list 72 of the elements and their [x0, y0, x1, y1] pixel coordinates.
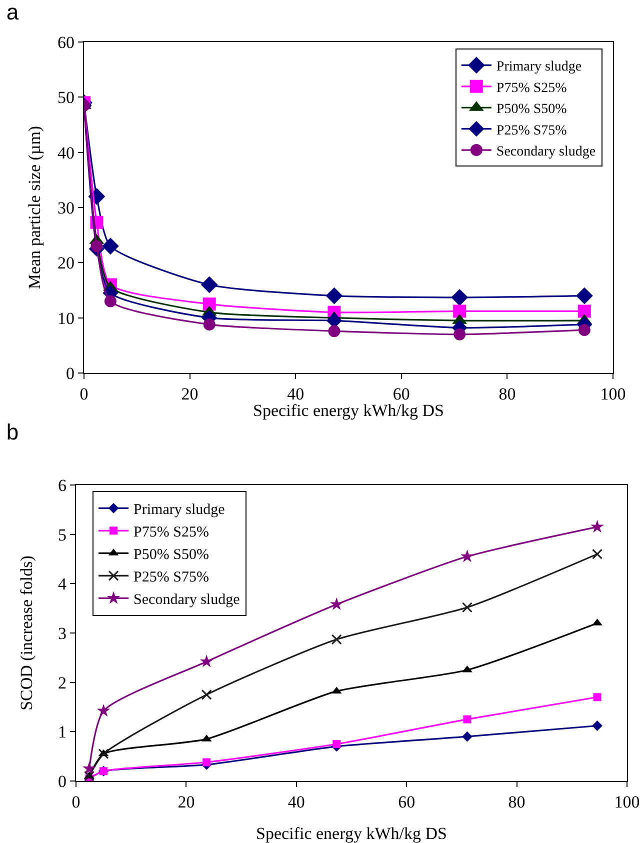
- legend-label: Primary sludge: [496, 60, 582, 75]
- point: [592, 548, 602, 560]
- x-tick-label: 60: [392, 384, 410, 404]
- point: [82, 762, 96, 774]
- legend-label: P50% S50%: [134, 547, 209, 564]
- point: [200, 654, 214, 668]
- x-axis-title: Specific energy kWh/kg DS: [253, 401, 444, 420]
- point: [102, 238, 119, 255]
- point: [576, 287, 593, 304]
- y-tick-label: 6: [58, 476, 66, 495]
- y-tick-label: 3: [58, 624, 66, 643]
- y-axis-title: SCOD (increase folds): [16, 556, 36, 710]
- x-tick-label: 100: [600, 384, 626, 404]
- point: [331, 634, 342, 645]
- legend-label: Secondary sludge: [134, 592, 240, 608]
- y-tick-label: 50: [58, 88, 74, 108]
- point: [96, 704, 110, 717]
- point: [592, 720, 602, 731]
- chart-title: b: [6, 420, 19, 445]
- y-tick-label: 40: [58, 143, 74, 162]
- y-tick-label: 0: [66, 364, 74, 383]
- legend-label: Primary sludge: [134, 502, 226, 518]
- x-tick-label: 20: [181, 384, 198, 404]
- x-tick-label: 40: [287, 384, 304, 404]
- x-tick-label: 80: [498, 384, 516, 404]
- point: [203, 318, 216, 330]
- y-tick-label: 5: [58, 525, 66, 544]
- y-tick-label: 30: [58, 198, 74, 218]
- y-tick-label: 20: [58, 254, 74, 273]
- legend-label: P75% S25%: [496, 80, 568, 96]
- point: [326, 287, 343, 304]
- y-axis-title: Mean particle size (µm): [24, 126, 44, 290]
- point: [463, 715, 472, 724]
- point: [202, 758, 211, 766]
- y-tick-label: 4: [58, 574, 67, 594]
- x-axis-title: Specific energy kWh/kg DS: [256, 824, 447, 843]
- legend-label: P50% S50%: [496, 102, 568, 118]
- x-tick-label: 80: [508, 792, 526, 812]
- point: [330, 597, 344, 610]
- point: [104, 295, 116, 308]
- point: [332, 740, 341, 748]
- x-tick-label: 40: [288, 792, 305, 812]
- point: [578, 324, 590, 336]
- point: [462, 731, 472, 742]
- point: [200, 276, 218, 294]
- point: [454, 328, 466, 340]
- point: [593, 693, 602, 702]
- point: [460, 550, 474, 562]
- y-tick-label: 1: [58, 722, 66, 742]
- y-tick-label: 0: [58, 772, 66, 791]
- point: [202, 298, 216, 311]
- x-tick-label: 20: [178, 792, 195, 812]
- legend-label: Secondary sludge: [496, 144, 596, 160]
- point: [462, 602, 472, 613]
- point: [84, 770, 94, 781]
- point: [90, 240, 103, 252]
- legend-label: P75% S25%: [134, 524, 209, 541]
- y-tick-label: 2: [58, 673, 66, 692]
- point: [201, 689, 212, 700]
- point: [578, 304, 591, 318]
- legend-label: P25% S75%: [496, 123, 568, 138]
- point: [453, 304, 466, 318]
- legend-label: P25% S75%: [134, 570, 209, 586]
- x-tick-label: 0: [80, 384, 88, 404]
- x-tick-label: 60: [398, 792, 416, 812]
- point: [328, 325, 340, 338]
- point: [451, 288, 468, 306]
- x-tick-label: 100: [614, 792, 640, 812]
- chart-title: a: [6, 0, 20, 25]
- point: [590, 520, 604, 533]
- y-tick-label: 10: [58, 308, 74, 328]
- y-tick-label: 60: [58, 32, 74, 52]
